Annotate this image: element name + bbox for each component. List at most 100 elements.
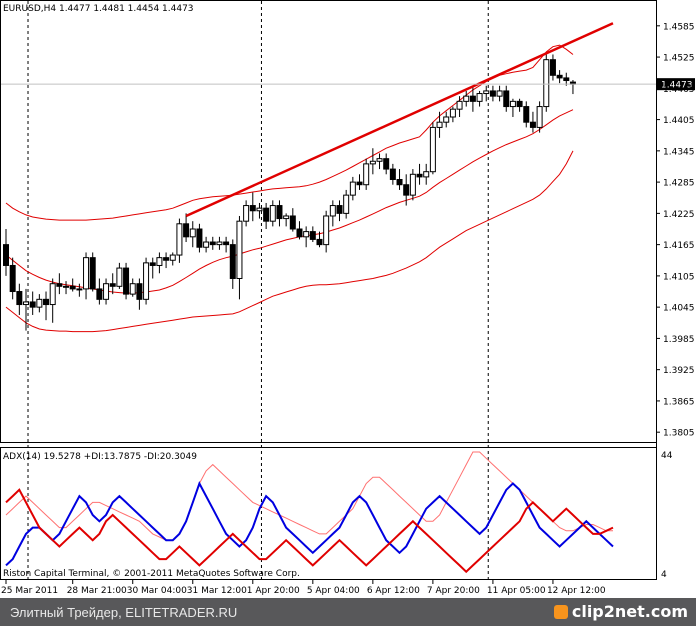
candle (263, 202, 270, 229)
candle (23, 288, 30, 331)
clip2net-logo: clip2net.com (553, 602, 688, 621)
candle-body (536, 106, 543, 128)
candle-body (156, 257, 163, 266)
candle-body (563, 77, 570, 82)
adx-series-line-2 (5, 488, 614, 574)
candle-body (489, 90, 496, 97)
candle-body (89, 257, 96, 290)
candle (523, 101, 530, 128)
candle-body (136, 283, 143, 300)
chart-canvas: 1.4473 1.45851.45251.44651.44051.43451.4… (0, 0, 695, 596)
candle (336, 200, 343, 222)
candle-body (16, 291, 23, 306)
candle-body (76, 288, 83, 291)
candle (56, 273, 63, 295)
candle-body (103, 283, 110, 300)
candle (236, 215, 243, 300)
candle (383, 153, 390, 175)
price-tick-label: 1.4585 (663, 22, 695, 32)
candle-body (529, 121, 536, 128)
candle-body (316, 238, 323, 246)
candle (123, 262, 130, 300)
candle (29, 291, 36, 315)
candle-body (216, 241, 223, 246)
candle-body (516, 100, 523, 108)
candle (96, 278, 103, 305)
candle (49, 278, 56, 323)
price-tick-label: 1.3865 (663, 397, 695, 407)
candle-body (556, 74, 563, 79)
price-tick-label: 1.4345 (663, 147, 695, 157)
candle-body (483, 90, 490, 95)
candle-body (63, 285, 70, 288)
candle (183, 213, 190, 243)
candle-body (416, 173, 423, 178)
candle-body (109, 283, 116, 287)
candle (489, 85, 496, 102)
candle (476, 90, 483, 107)
copyright-text: Riston Capital Terminal, © 2001-2011 Met… (3, 569, 300, 579)
candle-body (29, 301, 36, 308)
candle-body (249, 205, 256, 212)
candle-body (396, 179, 403, 186)
candle (249, 192, 256, 222)
candle-body (456, 100, 463, 110)
adx-series (5, 451, 614, 574)
candle (423, 163, 430, 185)
time-axis: 25 Mar 2011 28 Mar 21:00 30 Mar 04:00 31 Ma… (1, 580, 606, 596)
candle (303, 226, 310, 248)
candle-body (229, 244, 236, 279)
candle (329, 200, 336, 227)
price-tick-label: 1.4105 (663, 272, 695, 282)
candle-body (129, 283, 136, 295)
candle (436, 111, 443, 138)
adx-chart-title: ADX(14) 19.5278 +DI:13.7875 -DI:20.3049 (3, 452, 197, 462)
candle (129, 278, 136, 297)
candle-body (363, 163, 370, 186)
current-price-label: 1.4473 (661, 81, 693, 91)
candle (163, 252, 170, 269)
candle (563, 72, 570, 86)
footer-bar: Элитный Трейдер, ELITETRADER.RU clip2net… (0, 598, 696, 626)
candle-body (69, 285, 76, 290)
candle (243, 200, 250, 227)
time-tick-label: 12 Apr 12:00 (547, 586, 606, 596)
candle (156, 252, 163, 274)
candle (209, 236, 216, 250)
candle (289, 208, 296, 232)
candle (89, 252, 96, 292)
candle-body (176, 223, 183, 256)
candle-body (323, 215, 330, 246)
current-price-marker: 1.4473 (1, 78, 695, 91)
logo-icon (553, 605, 568, 619)
candle-body (523, 106, 530, 123)
candle (136, 278, 143, 310)
candle (403, 174, 410, 206)
candle-body (496, 90, 503, 97)
candle-body (509, 100, 516, 108)
time-tick-label: 1 Apr 20:00 (247, 586, 300, 596)
candle-body (369, 160, 376, 165)
candle (409, 169, 416, 201)
candle-body (96, 288, 103, 300)
candle (343, 189, 350, 219)
price-tick-label: 1.4225 (663, 210, 695, 220)
price-axis: 1.4585 1.4525 1.4465 1.4405 1.4345 1.4285 1.42… (656, 22, 695, 439)
candle-body (383, 158, 390, 170)
candle (76, 283, 83, 297)
candle (229, 239, 236, 289)
candle-body (36, 298, 43, 308)
candle-body (296, 228, 303, 238)
candle-body (469, 95, 476, 102)
price-tick-label: 1.4285 (663, 179, 695, 189)
candle-body (436, 121, 443, 128)
price-tick-label: 1.3985 (663, 335, 695, 345)
candle (389, 163, 396, 185)
time-tick-label: 31 Mar 12:00 (187, 586, 247, 596)
candle-body (189, 228, 196, 238)
candle-body (549, 59, 556, 76)
candle (429, 122, 436, 175)
candle-body (503, 90, 510, 108)
candle (483, 85, 490, 102)
candle (283, 213, 290, 227)
